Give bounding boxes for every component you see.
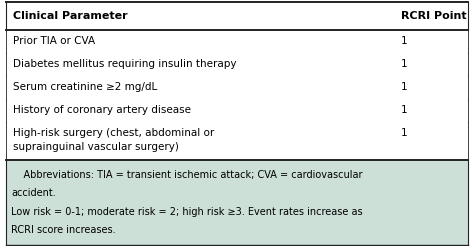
Text: Prior TIA or CVA: Prior TIA or CVA: [13, 36, 95, 46]
Text: History of coronary artery disease: History of coronary artery disease: [13, 105, 191, 115]
Text: 1: 1: [401, 82, 407, 92]
Text: Clinical Parameter: Clinical Parameter: [13, 11, 128, 21]
Text: Abbreviations: TIA = transient ischemic attack; CVA = cardiovascular: Abbreviations: TIA = transient ischemic …: [11, 170, 363, 180]
Text: Diabetes mellitus requiring insulin therapy: Diabetes mellitus requiring insulin ther…: [13, 59, 237, 69]
Text: RCRI Point: RCRI Point: [401, 11, 466, 21]
Text: suprainguinal vascular surgery): suprainguinal vascular surgery): [13, 142, 179, 153]
Text: accident.: accident.: [11, 188, 56, 198]
Text: Serum creatinine ≥2 mg/dL: Serum creatinine ≥2 mg/dL: [13, 82, 157, 92]
Bar: [6, 122, 468, 160]
Bar: [6, 76, 468, 99]
Bar: [6, 30, 468, 53]
Bar: [6, 53, 468, 76]
Text: High-risk surgery (chest, abdominal or: High-risk surgery (chest, abdominal or: [13, 128, 214, 138]
Text: RCRI score increases.: RCRI score increases.: [11, 225, 116, 235]
Text: 1: 1: [401, 128, 407, 138]
Bar: [6, 2, 468, 30]
Text: 1: 1: [401, 36, 407, 46]
Text: 1: 1: [401, 105, 407, 115]
Bar: [6, 99, 468, 122]
Bar: [6, 160, 468, 245]
Text: Low risk = 0-1; moderate risk = 2; high risk ≥3. Event rates increase as: Low risk = 0-1; moderate risk = 2; high …: [11, 207, 363, 217]
Text: 1: 1: [401, 59, 407, 69]
